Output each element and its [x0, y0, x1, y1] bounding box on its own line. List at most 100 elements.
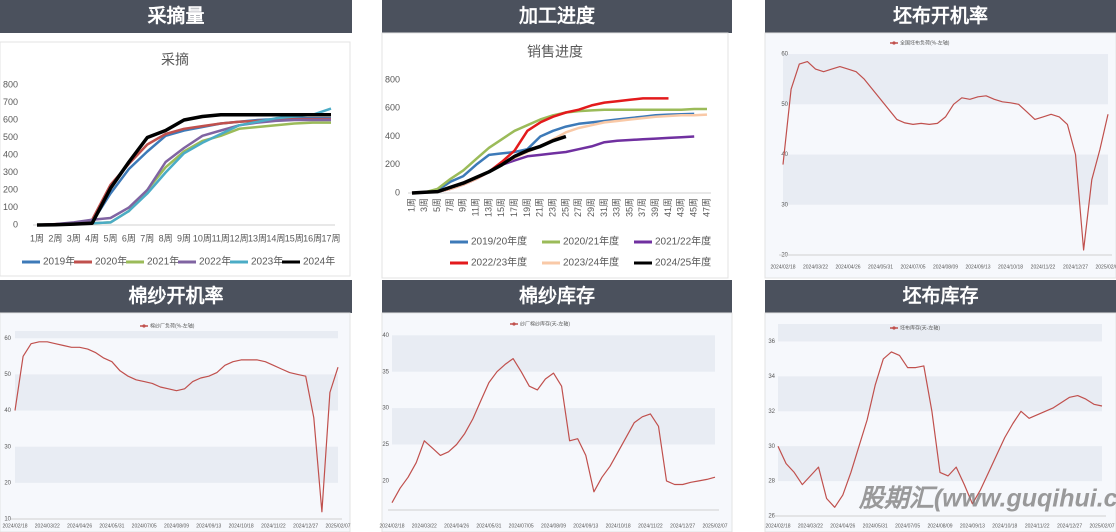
y-tick-label: 100 [3, 202, 18, 212]
legend-label: 2024/25年度 [655, 256, 711, 269]
y-tick-label: 800 [385, 74, 400, 84]
x-tick-label: 2024/07/05 [900, 264, 925, 270]
x-tick-label: 2024/10/18 [998, 264, 1023, 270]
x-tick-label: 2024/03/22 [798, 523, 823, 529]
panel-title: 坯布开机率 [893, 4, 988, 27]
panel-header [382, 0, 732, 33]
series-line [782, 61, 1109, 251]
x-tick-label: 1周 [406, 198, 416, 212]
y-tick-label: 20 [382, 478, 389, 484]
y-tick-label: 400 [3, 149, 18, 159]
panel-title: 棉纱开机率 [128, 284, 223, 307]
panel-header [0, 0, 352, 33]
y-tick-label: 700 [3, 97, 18, 107]
y-tick-label: 200 [385, 159, 400, 169]
y-tick-label: 20 [4, 480, 11, 486]
y-tick-label: 50 [781, 102, 788, 108]
grid-band [392, 335, 715, 372]
y-tick-label: 35 [382, 369, 389, 375]
x-tick-label: 2024/02/18 [379, 523, 404, 529]
x-tick-label: 2024/08/09 [927, 523, 952, 529]
grid-band [783, 54, 1108, 105]
x-tick-label: 2024/11/22 [1025, 523, 1050, 529]
grid-band [778, 446, 1102, 482]
chart-area [0, 312, 351, 532]
x-tick-label: 27周 [573, 198, 583, 217]
x-tick-label: 13周 [248, 233, 267, 243]
grid-band [15, 446, 338, 483]
y-tick-label: 30 [382, 406, 389, 412]
grid-band [783, 154, 1108, 205]
panel-header [382, 280, 732, 313]
legend-label: 2021年 [147, 255, 179, 268]
x-tick-label: 2024/12/27 [670, 523, 695, 529]
series-line [411, 112, 695, 195]
chart-area [381, 32, 729, 279]
x-tick-label: 2024/07/05 [132, 523, 157, 529]
series-line [36, 118, 331, 227]
y-tick-label: 10 [4, 517, 11, 523]
x-tick-label: 11周 [212, 233, 230, 243]
x-tick-label: 2024/05/31 [863, 523, 888, 529]
y-tick-label: 600 [385, 103, 400, 113]
x-tick-label: 15周 [496, 198, 506, 217]
x-tick-label: 2024/02/18 [770, 264, 795, 270]
chart-area [764, 312, 1116, 532]
y-tick-label: 40 [781, 152, 788, 158]
y-tick-label: 32 [768, 409, 775, 415]
legend-label: 2022年 [199, 255, 231, 268]
panel-header [0, 280, 352, 313]
panel-header [765, 0, 1116, 33]
y-tick-label: 60 [4, 336, 11, 342]
y-tick-label: 600 [3, 114, 18, 124]
x-tick-label: 2024/03/22 [803, 264, 828, 270]
panel-title: 棉纱库存 [519, 284, 595, 307]
y-tick-label: 300 [3, 167, 18, 177]
x-tick-label: 41周 [663, 198, 673, 217]
x-tick-label: 2024/05/31 [476, 523, 501, 529]
legend-label: 2019/20年度 [471, 235, 527, 248]
x-tick-label: 2024/10/18 [992, 523, 1017, 529]
grid-band [778, 376, 1102, 412]
x-tick-label: 29周 [586, 198, 596, 217]
y-tick-label: 400 [385, 131, 400, 141]
x-tick-label: 2024/02/18 [765, 523, 790, 529]
panel-title: 采摘量 [147, 4, 204, 27]
y-tick-label: 26 [768, 514, 775, 520]
y-tick-label: 36 [768, 339, 775, 345]
x-tick-label: 39周 [650, 198, 660, 217]
x-tick-label: 2024/08/09 [541, 523, 566, 529]
legend-label: 坯布库存(天-左轴) [900, 324, 940, 331]
legend-dot [892, 41, 896, 45]
legend-dot [512, 322, 516, 326]
x-tick-label: 45周 [689, 198, 699, 217]
legend-label: 2020/21年度 [563, 235, 619, 248]
x-tick-label: 5周 [432, 198, 442, 212]
y-tick-label: 40 [382, 333, 389, 339]
x-tick-label: 2024/08/09 [164, 523, 189, 529]
x-tick-label: 5周 [103, 233, 117, 243]
series-line [391, 358, 716, 503]
panel-title: 加工进度 [518, 4, 596, 27]
legend-label: 2024年 [303, 255, 335, 268]
x-tick-label: 2024/11/22 [638, 523, 663, 529]
y-tick-label: 25 [382, 442, 389, 448]
x-tick-label: 2025/02/07 [1095, 264, 1116, 270]
y-tick-label: 50 [4, 372, 11, 378]
x-tick-label: 2024/03/22 [412, 523, 437, 529]
x-tick-label: 11周 [471, 198, 481, 216]
x-tick-label: 31周 [599, 198, 609, 217]
x-tick-label: 3周 [419, 198, 429, 212]
y-tick-label: 30 [781, 202, 788, 208]
x-tick-label: 2024/10/18 [229, 523, 254, 529]
y-tick-label: 34 [768, 374, 775, 380]
x-tick-label: 1周 [30, 233, 44, 243]
x-tick-label: 2024/04/26 [830, 523, 855, 529]
grid-band [15, 374, 338, 411]
x-tick-label: 19周 [522, 198, 532, 217]
grid-band [15, 331, 338, 339]
x-tick-label: 2024/05/31 [99, 523, 124, 529]
legend-label: 棉纱厂负荷(%-左轴) [150, 322, 195, 329]
x-tick-label: 2024/09/13 [960, 523, 985, 529]
x-tick-label: 3周 [67, 233, 81, 243]
